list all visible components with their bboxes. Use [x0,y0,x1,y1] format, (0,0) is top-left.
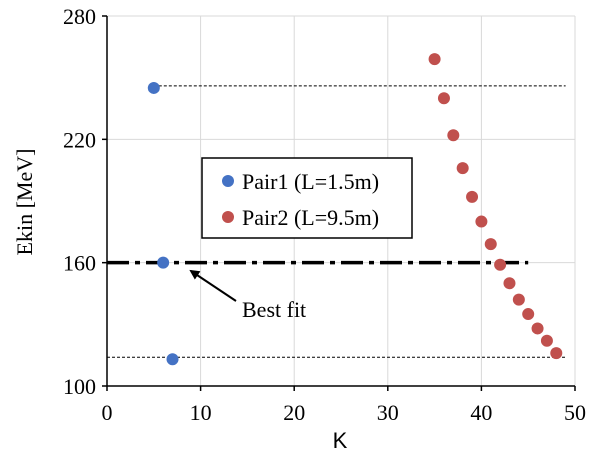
legend-box [201,157,413,239]
reference-lines [107,85,566,358]
series-2-point-8 [503,277,516,290]
series-2-point-1 [437,92,450,105]
x-tick-label-40: 40 [470,400,492,425]
series-2-point-6 [484,238,497,251]
x-tick-label-50: 50 [564,400,586,425]
series-2-point-4 [466,190,479,203]
legend-marker-pair2 [222,211,234,223]
tick-labels: 0 10 20 30 40 50 100 160 220 280 [63,4,586,425]
series-2-point-10 [522,308,535,321]
legend-label-pair2: Pair2 (L=9.5m) [242,205,379,230]
x-tick-label-20: 20 [283,400,305,425]
annotation-label: Best fit [242,297,306,322]
series-2-point-3 [456,162,469,175]
y-axis-label: Ekin [MeV] [12,149,37,256]
series-2-point-9 [512,293,525,306]
y-tick-label-100: 100 [63,374,96,399]
x-axis-label: K [333,428,348,453]
x-tick-label-30: 30 [377,400,399,425]
series-2-point-12 [540,334,553,347]
legend-label-pair1: Pair1 (L=1.5m) [242,169,379,194]
series-1-point-2 [166,353,179,366]
y-tick-label-280: 280 [63,4,96,29]
series-1-point-1 [157,256,170,269]
series-2-point-2 [447,129,460,142]
series-1-point-0 [147,81,160,94]
y-tick-label-160: 160 [63,251,96,276]
series-2-point-7 [494,258,507,271]
x-tick-label-10: 10 [190,400,212,425]
series-2-point-11 [531,322,544,335]
axes [102,15,576,391]
series-2-point-13 [550,347,563,360]
annotation-arrow [189,269,237,302]
legend-marker-pair1 [222,175,234,187]
data-points [147,53,563,366]
series-2-point-0 [428,53,441,66]
best-fit-annotation: Best fit [189,269,306,322]
legend: Pair1 (L=1.5m) Pair2 (L=9.5m) [201,157,413,239]
series-2-point-5 [475,215,488,228]
x-tick-label-0: 0 [102,400,113,425]
y-tick-label-220: 220 [63,127,96,152]
